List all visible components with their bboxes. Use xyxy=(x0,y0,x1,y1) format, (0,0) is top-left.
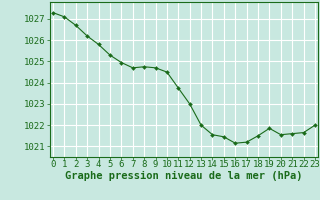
X-axis label: Graphe pression niveau de la mer (hPa): Graphe pression niveau de la mer (hPa) xyxy=(65,171,303,181)
